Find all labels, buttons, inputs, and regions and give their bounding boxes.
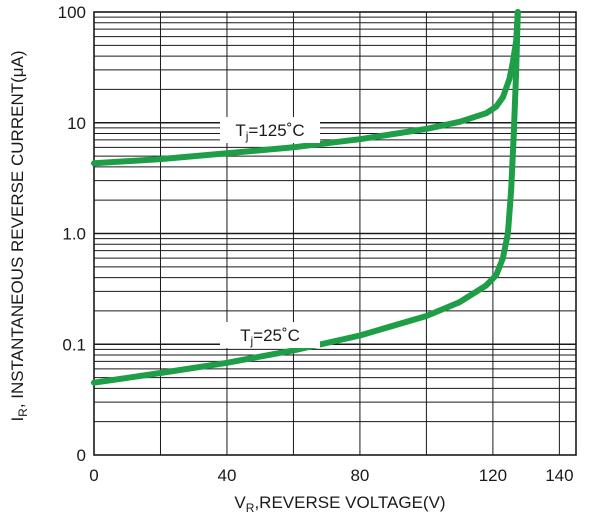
x-tick-labels: 0 40 80 120 140 [89, 466, 573, 485]
series-label-sub: j [249, 334, 253, 348]
series-label-sub: j [245, 129, 249, 143]
x-axis-label: VR,REVERSE VOLTAGE(V) [234, 493, 445, 515]
y-axis-label-main: I [8, 417, 27, 422]
series-label-rest: =25˚C [253, 326, 300, 345]
series-label-main: T [240, 326, 250, 345]
x-axis-label-sub: R [246, 501, 255, 515]
y-tick-label: 100 [58, 3, 86, 22]
x-tick-label: 120 [479, 466, 507, 485]
chart-grid [94, 12, 576, 455]
series-label-rest: =125˚C [248, 121, 304, 140]
series-labels: Tj=125˚CTj=25˚C [220, 117, 320, 348]
x-tick-label: 80 [350, 466, 369, 485]
x-axis-label-main: V [234, 493, 246, 512]
series-line [91, 9, 521, 386]
y-tick-labels: 100 10 1.0 0.1 0 [58, 3, 86, 465]
x-axis-label-rest: ,REVERSE VOLTAGE(V) [254, 493, 445, 512]
series-label-background [220, 322, 320, 348]
x-tick-label: 40 [218, 466, 237, 485]
series-line [91, 9, 521, 167]
y-axis-label: IR, INSTANTANEOUS REVERSE CURRENT(μA) [8, 50, 30, 421]
y-axis-label-rest: , INSTANTANEOUS REVERSE CURRENT(μA) [8, 50, 27, 408]
y-axis-label-sub: R [16, 408, 30, 417]
x-tick-label: 140 [545, 466, 573, 485]
y-tick-label: 1.0 [62, 225, 86, 244]
series-label-background [220, 117, 320, 143]
series-label-main: T [235, 121, 245, 140]
series-layer [91, 9, 521, 386]
series-label: Tj=25˚C [240, 326, 300, 348]
plot-frame [93, 11, 577, 456]
y-tick-label: 0 [77, 446, 86, 465]
x-tick-label: 0 [89, 466, 98, 485]
y-tick-label: 0.1 [62, 335, 86, 354]
y-tick-label: 10 [67, 114, 86, 133]
series-label: Tj=125˚C [235, 121, 304, 143]
